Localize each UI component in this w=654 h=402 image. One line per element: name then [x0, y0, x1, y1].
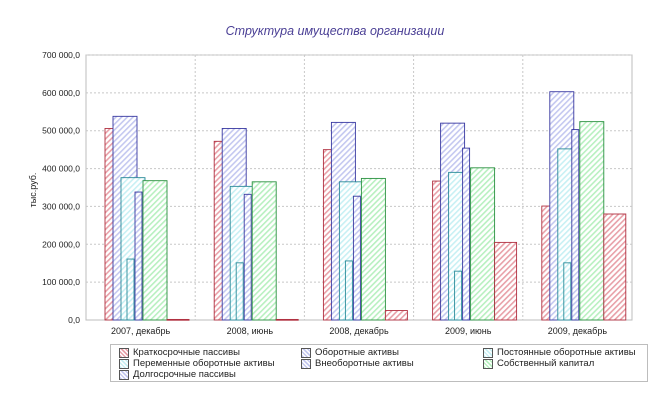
y-tick-label: 300 000,0 — [42, 201, 80, 211]
bar-6-5 — [579, 121, 605, 321]
legend-item: Переменные оборотные активы — [119, 358, 275, 369]
legend-swatch — [119, 347, 129, 358]
bar-4-3 — [344, 260, 353, 321]
x-tick-label: 2009, июнь — [445, 326, 492, 336]
legend-item: Оборотные активы — [301, 347, 399, 358]
x-tick-label: 2008, июнь — [227, 326, 274, 336]
x-tick-label: 2008, декабрь — [329, 326, 389, 336]
y-tick-label: 100 000,0 — [42, 277, 80, 287]
chart-title: Структура имущества организации — [226, 24, 445, 38]
y-tick-label: 0,0 — [68, 315, 80, 325]
bar-5-3 — [352, 195, 361, 321]
bars — [104, 91, 627, 321]
bar-4-5 — [563, 262, 572, 321]
bar-6-2 — [251, 181, 277, 321]
legend-item: Внеоборотные активы — [301, 358, 414, 369]
legend-label: Оборотные активы — [315, 347, 399, 358]
y-tick-label: 400 000,0 — [42, 164, 80, 174]
legend-label: Внеоборотные активы — [315, 358, 414, 369]
bar-4-2 — [235, 262, 244, 321]
bar-7-4 — [494, 241, 518, 321]
legend-label: Постоянные оборотные активы — [497, 347, 636, 358]
legend-label: Краткосрочные пассивы — [133, 347, 240, 358]
axes: 0,0 100 000,0 200 000,0 300 000,0 400 000,0 5… — [42, 50, 607, 336]
y-tick-label: 700 000,0 — [42, 50, 80, 60]
bar-6-4 — [470, 167, 496, 321]
y-tick-label: 600 000,0 — [42, 88, 80, 98]
bar-5-5 — [571, 129, 580, 321]
legend-item: Долгосрочные пассивы — [119, 369, 236, 380]
legend-swatch — [483, 358, 493, 369]
bar-7-1 — [166, 318, 190, 321]
bar-7-3 — [384, 310, 408, 321]
legend-swatch — [119, 358, 129, 369]
legend-item: Собственный капитал — [483, 358, 594, 369]
legend-swatch — [483, 347, 493, 358]
bar-6-3 — [360, 177, 386, 321]
legend-label: Переменные оборотные активы — [133, 358, 275, 369]
legend: Краткосрочные пассивы Оборотные активы Пос… — [110, 344, 648, 382]
bar-4-4 — [454, 270, 463, 321]
y-tick-label: 500 000,0 — [42, 126, 80, 136]
bar-5-1 — [134, 191, 143, 321]
x-tick-label: 2009, декабрь — [548, 326, 608, 336]
legend-item: Краткосрочные пассивы — [119, 347, 240, 358]
legend-label: Собственный капитал — [497, 358, 595, 369]
legend-swatch — [301, 347, 311, 358]
bar-5-4 — [462, 147, 471, 321]
bar-7-5 — [603, 213, 627, 321]
legend-item: Постоянные оборотные активы — [483, 347, 636, 358]
bar-5-2 — [243, 193, 252, 321]
bar-6-1 — [142, 180, 168, 321]
bar-7-2 — [275, 318, 299, 321]
legend-swatch — [301, 358, 311, 369]
legend-label: Долгосрочные пассивы — [133, 369, 236, 380]
legend-swatch — [119, 369, 129, 380]
bar-4-1 — [126, 258, 135, 321]
y-tick-label: 200 000,0 — [42, 239, 80, 249]
x-tick-label: 2007, декабрь — [111, 326, 171, 336]
y-axis-label: тыс.руб. — [28, 173, 38, 208]
